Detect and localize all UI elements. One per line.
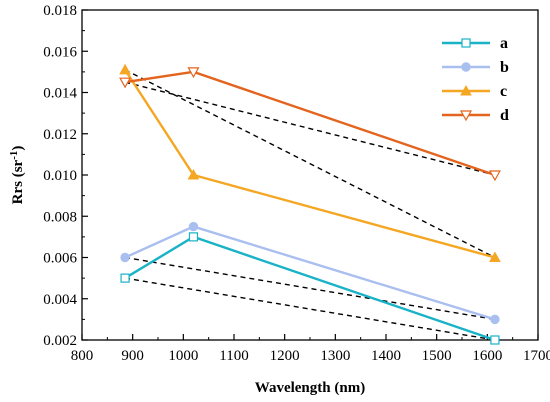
y-axis-title-sup: -1 xyxy=(8,151,20,160)
series-line-b xyxy=(124,225,496,321)
marker-circle xyxy=(120,252,130,263)
y-axis-title-main: Rrs (sr xyxy=(10,159,26,204)
marker-square xyxy=(120,273,130,283)
y-axis-title: Rrs (sr-1) xyxy=(8,146,26,205)
y-tick-label: 0.018 xyxy=(43,3,77,19)
legend-label-d: d xyxy=(500,107,509,124)
marker-square xyxy=(188,232,199,242)
y-tick-label: 0.016 xyxy=(43,44,77,60)
x-tick-label: 800 xyxy=(71,348,94,364)
marker-triangle-down xyxy=(459,110,473,122)
dashed-line xyxy=(124,277,496,341)
marker-triangle-down xyxy=(488,170,501,182)
x-tick-label: 1200 xyxy=(270,348,300,364)
y-tick-label: 0.010 xyxy=(43,168,77,184)
x-tick-label: 1600 xyxy=(472,348,502,364)
series-line-d xyxy=(124,70,496,177)
y-tick-label: 0.004 xyxy=(43,292,77,308)
dashed-line xyxy=(124,81,496,176)
marker-triangle xyxy=(119,63,131,75)
marker-triangle-down xyxy=(119,77,132,89)
dashed-line xyxy=(124,69,496,259)
marker-circle xyxy=(461,62,471,72)
ticks-layer: 800 900 1000 1100 1200 1300 1400 1500 1600 1700 0.… xyxy=(43,3,550,364)
dashed-line xyxy=(124,256,496,321)
x-tick-label: 900 xyxy=(121,348,144,364)
y-tick-label: 0.014 xyxy=(43,86,77,102)
x-tick-label: 1100 xyxy=(219,348,248,364)
marker-square xyxy=(490,335,500,345)
x-tick-label: 1500 xyxy=(422,348,452,364)
y-axis-title-close: ) xyxy=(10,146,26,151)
marker-triangle xyxy=(460,84,472,96)
y-tick-label: 0.006 xyxy=(43,251,77,267)
series-layer xyxy=(119,63,501,345)
x-tick-label: 1400 xyxy=(371,348,401,364)
dashed-layer xyxy=(124,69,496,341)
y-tick-label: 0.002 xyxy=(43,333,77,349)
marker-circle xyxy=(188,221,199,232)
x-axis-title: Wavelength (nm) xyxy=(255,380,365,396)
marker-triangle xyxy=(489,251,501,262)
x-tick-label: 1700 xyxy=(523,348,550,364)
legend-label-c: c xyxy=(500,83,507,100)
y-tick-label: 0.008 xyxy=(43,209,77,225)
y-tick-label: 0.012 xyxy=(43,127,77,143)
marker-triangle xyxy=(187,168,200,180)
legend-label-a: a xyxy=(500,35,508,52)
legend-label-b: b xyxy=(500,59,509,76)
plot-frame xyxy=(81,9,539,341)
x-tick-label: 1300 xyxy=(320,348,350,364)
marker-circle xyxy=(490,314,500,325)
marker-square xyxy=(461,38,471,48)
marker-triangle-down xyxy=(187,67,200,79)
x-tick-label: 1000 xyxy=(168,348,198,364)
